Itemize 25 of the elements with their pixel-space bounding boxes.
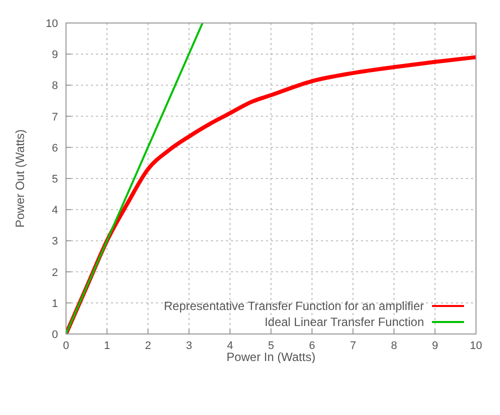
y-tick-label: 10 [46, 18, 58, 30]
x-tick-label: 4 [226, 340, 234, 352]
x-tick-label: 2 [144, 340, 152, 352]
x-tick-label: 5 [268, 340, 274, 352]
x-tick-label: 9 [432, 340, 438, 352]
y-tick-label: 9 [52, 49, 58, 62]
y-tick-label: 1 [52, 298, 58, 310]
x-tick-label: 8 [390, 340, 398, 352]
y-tick-label: 5 [52, 174, 58, 186]
y-tick-label: 0 [52, 329, 58, 341]
y-tick-label: 4 [52, 204, 58, 217]
y-tick-label: 8 [52, 80, 58, 92]
x-tick-label: 7 [350, 340, 356, 352]
y-tick-label: 2 [52, 266, 58, 279]
y-tick-label: 6 [52, 142, 58, 154]
y-tick-label: 3 [52, 236, 58, 248]
x-tick-label: 6 [308, 340, 316, 352]
x-tick-label: 0 [62, 340, 70, 352]
legend-label: Representative Transfer Function for an amplifier [164, 299, 424, 313]
x-tick-label: 1 [104, 340, 110, 352]
legend-label: Ideal Linear Transfer Function [264, 315, 424, 329]
y-axis-title: Power Out (Watts) [13, 129, 27, 228]
y-tick-label: 7 [52, 111, 58, 124]
x-tick-label: 3 [186, 340, 192, 352]
x-tick-label: 10 [470, 340, 482, 352]
